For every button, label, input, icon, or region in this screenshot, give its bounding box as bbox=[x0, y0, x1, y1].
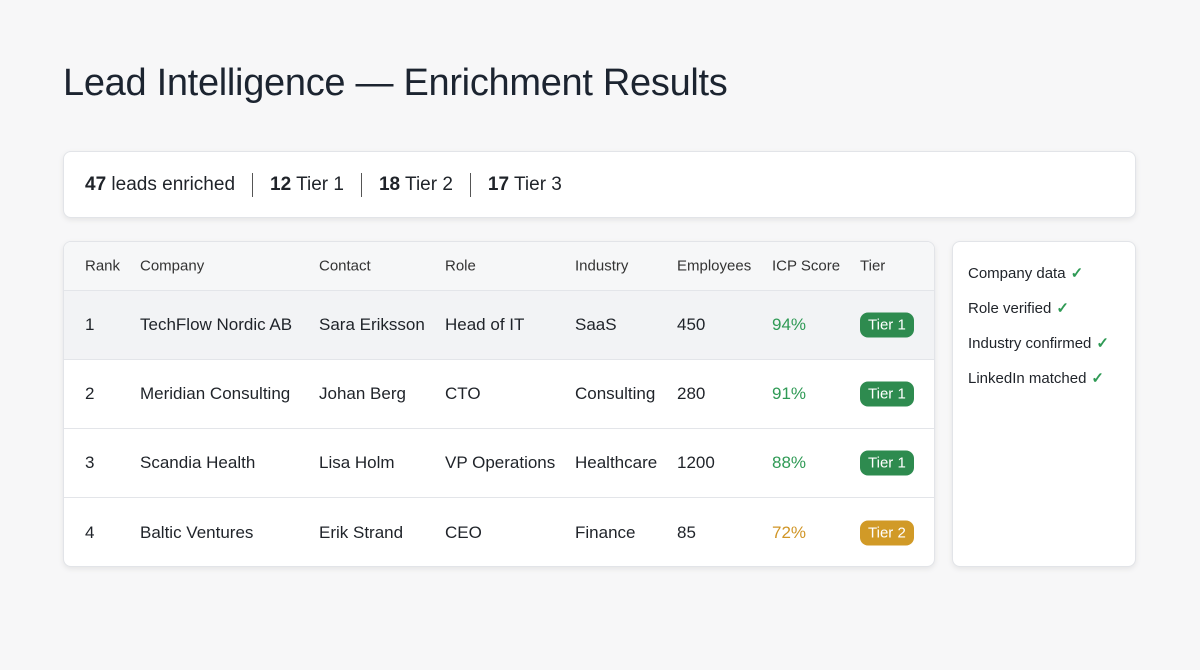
col-contact[interactable]: Contact bbox=[319, 257, 371, 275]
col-company[interactable]: Company bbox=[140, 257, 205, 275]
cell-company: TechFlow Nordic AB bbox=[140, 315, 293, 334]
cell-employees: 280 bbox=[677, 384, 706, 403]
cell-rank: 3 bbox=[85, 453, 95, 472]
stat-leads-enriched: 47 leads enriched bbox=[85, 173, 236, 195]
checklist-label: Company data bbox=[968, 265, 1066, 282]
checklist-label: Industry confirmed bbox=[968, 335, 1092, 352]
table-row[interactable]: 1 TechFlow Nordic AB Sara Eriksson Head of … bbox=[64, 291, 934, 360]
col-industry[interactable]: Industry bbox=[575, 257, 629, 275]
stat-tier-2: 18 Tier 2 bbox=[378, 173, 453, 195]
table-row[interactable]: 2 Meridian Consulting Johan Berg CTO Consult… bbox=[64, 360, 934, 429]
check-icon: ✓ bbox=[1091, 370, 1104, 387]
col-role[interactable]: Role bbox=[445, 257, 476, 275]
col-rank[interactable]: Rank bbox=[85, 257, 121, 275]
tier-badge: Tier 1 bbox=[860, 381, 914, 407]
divider bbox=[360, 172, 362, 197]
cell-employees: 85 bbox=[677, 522, 696, 542]
checklist-item: Industry confirmed ✓ bbox=[968, 334, 1135, 352]
checklist-label: LinkedIn matched bbox=[968, 370, 1087, 387]
tier-badge: Tier 1 bbox=[860, 450, 914, 476]
cell-employees: 1200 bbox=[677, 453, 715, 472]
cell-rank: 1 bbox=[85, 315, 95, 334]
divider bbox=[469, 172, 471, 197]
cell-company: Scandia Health bbox=[140, 453, 256, 472]
cell-role: CEO bbox=[445, 522, 482, 542]
cell-score: 72% bbox=[772, 522, 807, 542]
table-row[interactable]: 4 Baltic Ventures Erik Strand CEO Finance 85 7… bbox=[64, 498, 934, 566]
table-header: Rank Company Contact Role Industry Emplo… bbox=[64, 242, 934, 291]
cell-industry: Healthcare bbox=[575, 453, 658, 472]
cell-contact: Johan Berg bbox=[319, 384, 406, 403]
cell-company: Meridian Consulting bbox=[140, 384, 291, 403]
cell-contact: Sara Eriksson bbox=[319, 315, 425, 334]
cell-contact: Lisa Holm bbox=[319, 453, 395, 472]
tier-badge: Tier 1 bbox=[860, 312, 914, 338]
leads-table: Rank Company Contact Role Industry Emplo… bbox=[63, 241, 935, 567]
checklist-item: Role verified ✓ bbox=[968, 299, 1135, 317]
col-icp-score[interactable]: ICP Score bbox=[772, 257, 841, 275]
enrichment-checklist: Company data ✓ Role verified ✓ Industry conf… bbox=[952, 241, 1136, 567]
cell-role: CTO bbox=[445, 384, 481, 403]
check-icon: ✓ bbox=[1070, 265, 1084, 282]
cell-role: Head of IT bbox=[445, 315, 525, 334]
cell-employees: 450 bbox=[677, 315, 706, 334]
cell-contact: Erik Strand bbox=[319, 522, 404, 542]
table-row[interactable]: 3 Scandia Health Lisa Holm VP Operations Hea… bbox=[64, 429, 934, 498]
cell-score: 88% bbox=[772, 453, 807, 472]
checklist-item: LinkedIn matched ✓ bbox=[968, 369, 1135, 387]
cell-industry: Finance bbox=[575, 522, 636, 542]
cell-company: Baltic Ventures bbox=[140, 522, 254, 542]
stat-tier-3: 17 Tier 3 bbox=[487, 173, 562, 195]
divider bbox=[252, 172, 254, 197]
cell-score: 91% bbox=[772, 384, 807, 403]
checklist-label: Role verified bbox=[968, 300, 1052, 317]
stat-tier-1: 12 Tier 1 bbox=[270, 173, 344, 195]
cell-rank: 2 bbox=[85, 384, 95, 403]
check-icon: ✓ bbox=[1056, 300, 1069, 317]
cell-rank: 4 bbox=[85, 522, 95, 542]
tier-badge: Tier 2 bbox=[860, 520, 914, 545]
page-title: Lead Intelligence — Enrichment Results bbox=[63, 62, 728, 104]
check-icon: ✓ bbox=[1096, 335, 1109, 352]
col-tier[interactable]: Tier bbox=[860, 257, 886, 275]
cell-role: VP Operations bbox=[445, 453, 556, 472]
cell-industry: SaaS bbox=[575, 315, 617, 334]
cell-score: 94% bbox=[772, 315, 807, 334]
summary-bar: 47 leads enriched 12 Tier 1 18 Tier 2 17… bbox=[63, 151, 1136, 218]
cell-industry: Consulting bbox=[575, 384, 656, 403]
col-employees[interactable]: Employees bbox=[677, 257, 752, 275]
checklist-item: Company data ✓ bbox=[968, 264, 1135, 282]
